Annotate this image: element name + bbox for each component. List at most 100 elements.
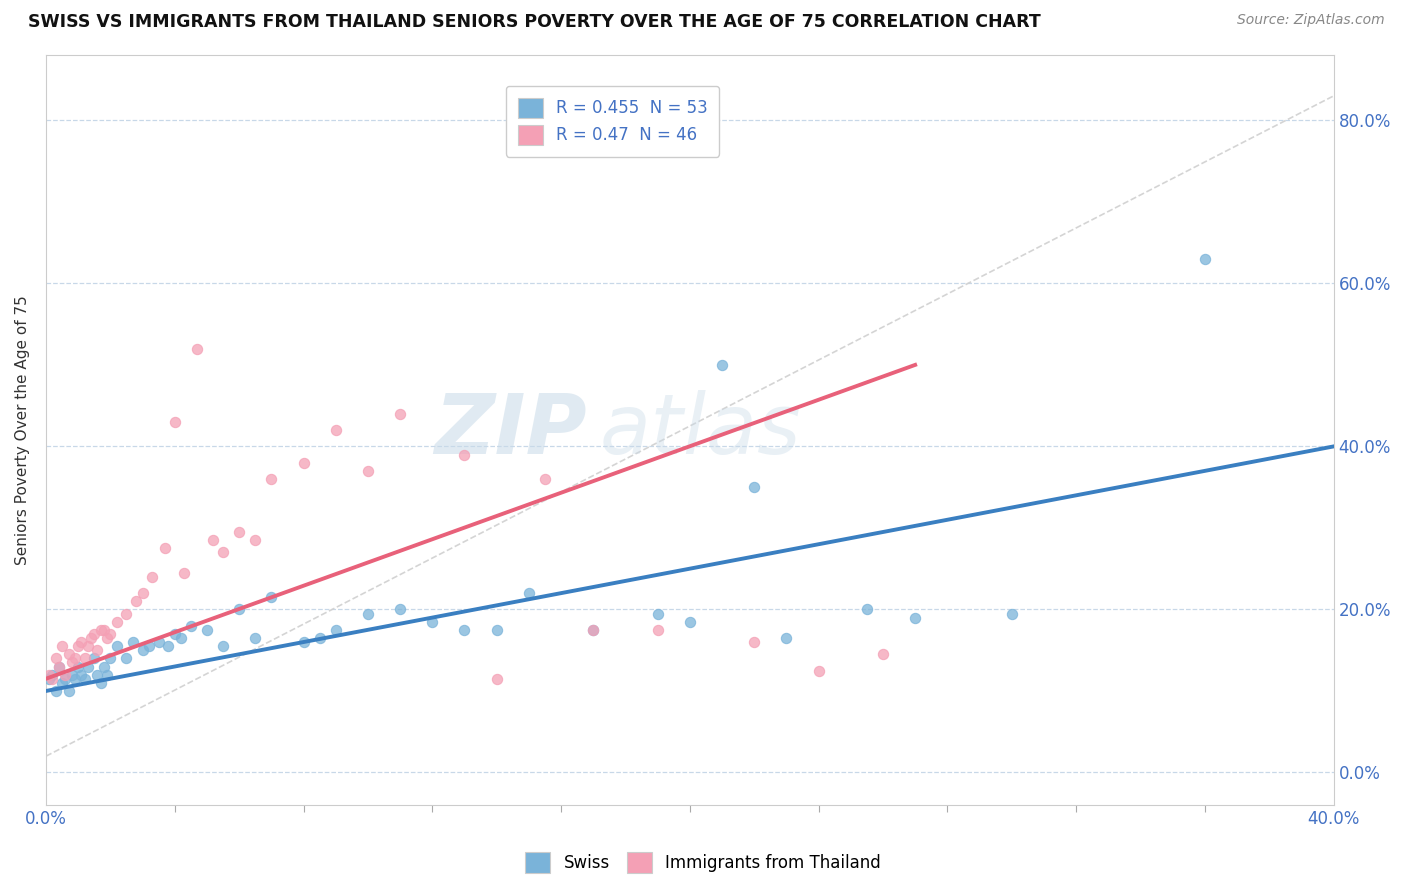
Point [93, 659, 115, 673]
Point [186, 342, 208, 356]
Point [105, 639, 128, 653]
Point [260, 472, 283, 486]
Point [325, 423, 347, 437]
Point [202, 533, 225, 548]
Point [260, 591, 283, 605]
Point [453, 623, 475, 637]
Point [53, 672, 76, 686]
Point [582, 623, 605, 637]
Point [292, 635, 315, 649]
Point [775, 631, 797, 645]
Legend: Swiss, Immigrants from Thailand: Swiss, Immigrants from Thailand [519, 846, 887, 880]
Point [228, 602, 250, 616]
Point [125, 594, 148, 608]
Point [157, 639, 180, 653]
Point [170, 631, 193, 645]
Point [195, 623, 218, 637]
Point [41, 672, 63, 686]
Point [48, 659, 70, 673]
Point [453, 448, 475, 462]
Point [228, 524, 250, 539]
Point [73, 651, 96, 665]
Point [245, 533, 267, 548]
Point [292, 456, 315, 470]
Point [357, 464, 380, 478]
Point [60, 667, 83, 681]
Point [485, 623, 508, 637]
Point [67, 639, 90, 653]
Point [153, 541, 176, 556]
Point [76, 659, 98, 673]
Legend: R = 0.455  N = 53, R = 0.47  N = 46: R = 0.455 N = 53, R = 0.47 N = 46 [506, 86, 720, 157]
Point [904, 610, 927, 624]
Point [86, 667, 108, 681]
Point [48, 659, 70, 673]
Point [53, 667, 76, 681]
Point [807, 664, 830, 678]
Point [41, 667, 63, 681]
Point [517, 586, 540, 600]
Point [138, 639, 160, 653]
Point [96, 667, 118, 681]
Point [93, 623, 115, 637]
Point [141, 570, 163, 584]
Point [83, 651, 105, 665]
Point [90, 623, 112, 637]
Point [308, 631, 330, 645]
Text: ZIP: ZIP [434, 390, 586, 471]
Point [742, 480, 765, 494]
Point [51, 639, 73, 653]
Text: Source: ZipAtlas.com: Source: ZipAtlas.com [1237, 13, 1385, 28]
Point [96, 631, 118, 645]
Point [173, 566, 195, 580]
Point [325, 623, 347, 637]
Point [76, 639, 98, 653]
Point [872, 647, 894, 661]
Point [163, 415, 186, 429]
Point [115, 607, 138, 621]
Point [63, 672, 86, 686]
Point [420, 615, 443, 629]
Point [86, 643, 108, 657]
Point [485, 672, 508, 686]
Point [742, 635, 765, 649]
Point [98, 627, 121, 641]
Point [38, 672, 60, 686]
Point [131, 643, 153, 657]
Point [63, 651, 86, 665]
Point [67, 659, 90, 673]
Point [389, 407, 412, 421]
Point [131, 586, 153, 600]
Point [83, 627, 105, 641]
Point [856, 602, 879, 616]
Point [357, 607, 380, 621]
Point [58, 684, 80, 698]
Point [80, 631, 103, 645]
Point [534, 472, 557, 486]
Point [70, 667, 93, 681]
Text: SWISS VS IMMIGRANTS FROM THAILAND SENIORS POVERTY OVER THE AGE OF 75 CORRELATION: SWISS VS IMMIGRANTS FROM THAILAND SENIOR… [28, 13, 1040, 31]
Point [73, 672, 96, 686]
Point [582, 623, 605, 637]
Point [148, 635, 170, 649]
Point [90, 675, 112, 690]
Point [45, 651, 67, 665]
Point [98, 651, 121, 665]
Point [647, 607, 669, 621]
Point [389, 602, 412, 616]
Point [245, 631, 267, 645]
Point [180, 619, 202, 633]
Point [1001, 607, 1024, 621]
Point [212, 639, 235, 653]
Point [45, 684, 67, 698]
Point [58, 647, 80, 661]
Point [1194, 252, 1216, 266]
Point [51, 675, 73, 690]
Point [115, 651, 138, 665]
Point [711, 358, 734, 372]
Point [38, 667, 60, 681]
Point [212, 545, 235, 559]
Point [122, 635, 145, 649]
Y-axis label: Seniors Poverty Over the Age of 75: Seniors Poverty Over the Age of 75 [15, 295, 30, 565]
Point [679, 615, 702, 629]
